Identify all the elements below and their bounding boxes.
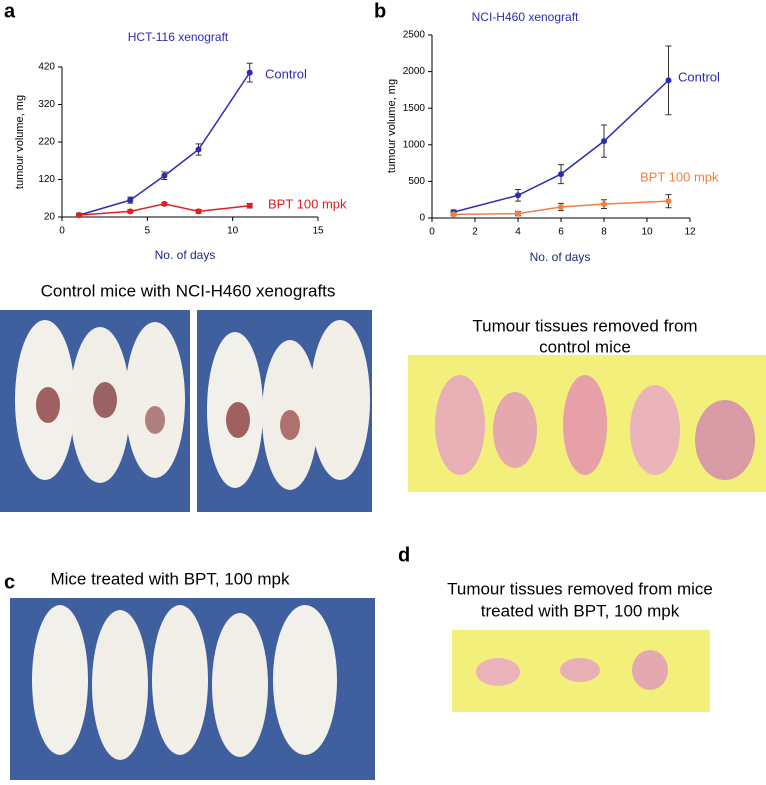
data-point [195, 146, 202, 153]
caption: Tumour tissues removed from [472, 316, 697, 335]
data-point [601, 138, 607, 145]
panel-label: c [4, 571, 15, 593]
series-label: BPT 100 mpk [640, 169, 719, 184]
data-point [195, 208, 202, 215]
y-tick-label: 1500 [403, 103, 426, 114]
data-point [665, 198, 672, 205]
caption: Tumour tissues removed from mice [447, 579, 713, 598]
panel-label: d [398, 544, 410, 566]
x-tick-label: 10 [641, 227, 653, 238]
y-tick-label: 20 [44, 212, 56, 223]
data-point [558, 171, 564, 178]
data-point [601, 201, 607, 208]
y-tick-label: 220 [38, 137, 55, 148]
series-line [78, 72, 251, 216]
data-point [246, 202, 253, 209]
panel-label: b [374, 0, 386, 22]
chart-title: NCI-H460 xenograft [472, 10, 579, 24]
y-tick-label: 500 [408, 176, 425, 187]
data-point [161, 172, 168, 179]
data-point [127, 197, 134, 204]
x-tick-label: 2 [472, 227, 478, 238]
x-tick-label: 0 [429, 227, 435, 238]
data-point [450, 211, 457, 218]
x-tick-label: 4 [515, 227, 521, 238]
y-tick-label: 2000 [403, 66, 426, 77]
caption: treated with BPT, 100 mpk [481, 601, 680, 620]
y-tick-label: 2500 [403, 30, 426, 41]
x-tick-label: 10 [227, 226, 239, 237]
series-line [453, 79, 670, 213]
caption: control mice [539, 337, 631, 356]
data-point [665, 77, 672, 84]
x-axis-label: No. of days [530, 250, 591, 264]
control-mice-photo-1 [0, 310, 190, 512]
chart-title: HCT-116 xenograft [128, 30, 229, 44]
y-tick-label: 1000 [403, 139, 426, 150]
caption: Control mice with NCI-H460 xenografts [41, 281, 336, 300]
control-mice-photo-2 [197, 310, 372, 512]
y-tick-label: 120 [38, 174, 55, 185]
data-point [127, 208, 134, 215]
series-label: BPT 100 mpk [268, 196, 347, 211]
treated-tissue-photo [452, 630, 710, 712]
y-tick-label: 0 [419, 213, 425, 224]
x-tick-label: 15 [312, 226, 324, 237]
control-tissue-photo [408, 355, 766, 492]
panel-label: a [4, 0, 16, 22]
x-tick-label: 5 [145, 226, 151, 237]
data-point [246, 69, 253, 76]
x-tick-label: 8 [601, 227, 607, 238]
x-tick-label: 6 [558, 227, 564, 238]
y-axis-label: tumour volume, mg [386, 79, 398, 173]
x-tick-label: 0 [59, 226, 65, 237]
y-tick-label: 420 [38, 62, 55, 73]
data-point [161, 200, 168, 207]
x-tick-label: 12 [684, 227, 696, 238]
series-label: Control [678, 69, 720, 84]
y-axis-label: tumour volume, mg [14, 95, 26, 189]
treated-mice-photo [10, 598, 375, 780]
data-point [515, 210, 521, 217]
data-point [76, 212, 83, 219]
caption: Mice treated with BPT, 100 mpk [50, 569, 290, 588]
data-point [558, 204, 564, 211]
y-tick-label: 320 [38, 99, 55, 110]
x-axis-label: No. of days [155, 248, 216, 262]
data-point [515, 192, 521, 199]
series-label: Control [265, 66, 307, 81]
